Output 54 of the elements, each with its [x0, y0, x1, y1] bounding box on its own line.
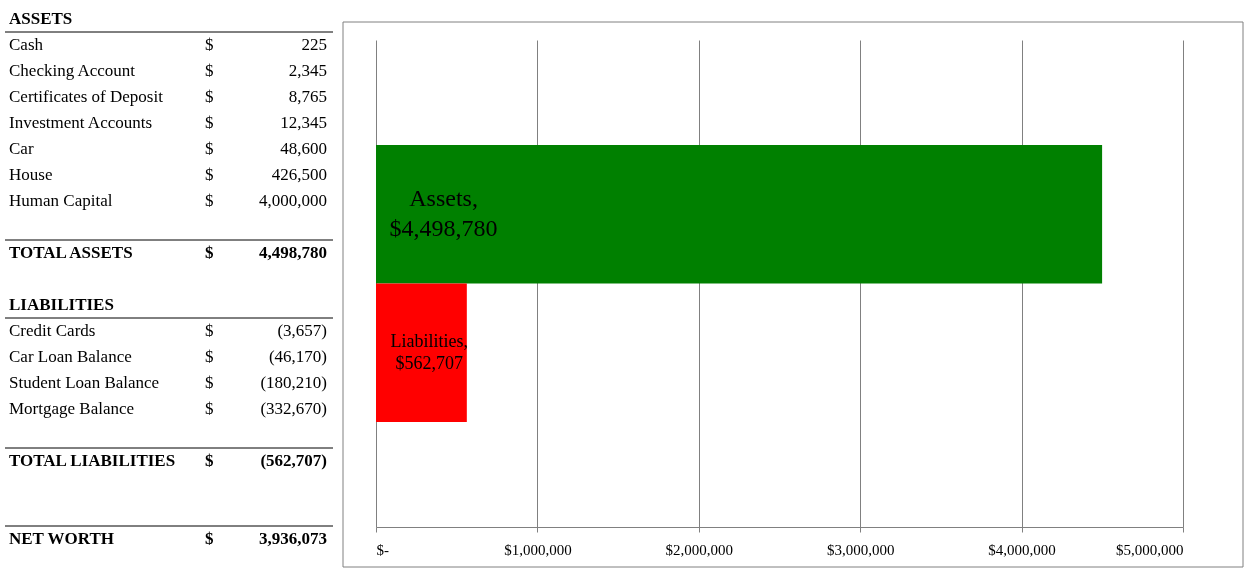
text: $: [205, 373, 214, 392]
text: (180,210): [260, 373, 327, 392]
category-label: Cash: [9, 35, 44, 54]
x-tick-label: $4,000,000: [988, 541, 1056, 558]
data-label: $4,498,780: [389, 215, 498, 242]
text: $: [205, 165, 214, 184]
text: 48,600: [280, 139, 327, 158]
category-label: TOTAL LIABILITIES: [9, 451, 176, 470]
category-label: Credit Cards: [9, 321, 96, 340]
series-label: Liabilities,: [390, 330, 468, 351]
text: $: [205, 399, 214, 418]
text: $: [205, 113, 214, 132]
category-label: NET WORTH: [9, 529, 115, 548]
text: (332,670): [260, 399, 327, 418]
x-tick-label: $5,000,000: [1116, 541, 1184, 558]
text: $: [205, 451, 214, 470]
category-label: Certificates of Deposit: [9, 87, 164, 106]
x-tick-label: $1,000,000: [504, 541, 572, 558]
category-label: Student Loan Balance: [9, 373, 160, 392]
text: (46,170): [268, 347, 327, 366]
category-label: Human Capital: [9, 191, 113, 210]
text: (3,657): [277, 321, 327, 340]
text: $: [205, 61, 214, 80]
text: 225: [301, 35, 327, 54]
text: $: [205, 87, 214, 106]
text: $: [205, 243, 214, 262]
text: 3,936,073: [259, 529, 327, 548]
text: 12,345: [280, 113, 327, 132]
text: 4,000,000: [259, 191, 327, 210]
category-label: Investment Accounts: [9, 113, 153, 132]
text: 426,500: [271, 165, 327, 184]
text: $: [205, 35, 214, 54]
text: $: [205, 529, 214, 548]
x-tick-label: $3,000,000: [826, 541, 895, 558]
category-label: LIABILITIES: [9, 295, 114, 314]
text: $: [205, 191, 214, 210]
series-label: Assets,: [409, 185, 478, 212]
x-tick-label: $-: [376, 541, 389, 558]
category-label: ASSETS: [9, 9, 73, 28]
category-label: TOTAL ASSETS: [9, 243, 133, 262]
category-label: House: [9, 165, 53, 184]
category-label: Checking Account: [9, 61, 136, 80]
data-label: $562,707: [395, 352, 463, 373]
x-tick-label: $2,000,000: [665, 541, 734, 558]
text: $: [205, 347, 214, 366]
category-label: Car Loan Balance: [9, 347, 132, 366]
text: (562,707): [260, 451, 327, 470]
text: $: [205, 321, 214, 340]
category-label: Car: [9, 139, 34, 158]
text: 8,765: [288, 87, 327, 106]
text: 2,345: [288, 61, 327, 80]
text: 4,498,780: [259, 243, 327, 262]
text: $: [205, 139, 214, 158]
category-label: Mortgage Balance: [9, 399, 135, 418]
